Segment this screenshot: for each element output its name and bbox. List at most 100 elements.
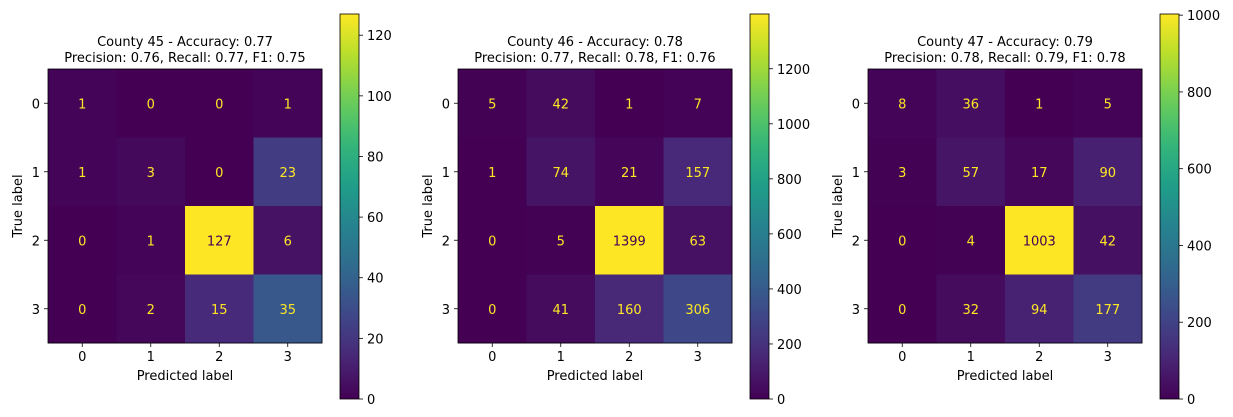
panel-1-ytick-label-3: 3 bbox=[442, 303, 450, 318]
panel-2-subtitle: Precision: 0.78, Recall: 0.79, F1: 0.78 bbox=[884, 51, 1125, 66]
panel-2-cell-3-2 bbox=[1005, 274, 1074, 344]
panel-2-xtick-label-0: 0 bbox=[898, 350, 906, 365]
panel-2-cell-3-3 bbox=[1073, 274, 1143, 344]
panel-1-cell-label-0-3: 7 bbox=[694, 97, 702, 112]
panel-1-cell-0-3 bbox=[663, 69, 733, 138]
panel-0-cell-1-2 bbox=[185, 137, 254, 207]
panel-2-cell-1-2 bbox=[1005, 137, 1074, 207]
panel-1-cell-label-1-2: 21 bbox=[621, 166, 638, 181]
panel-0-cell-3-2 bbox=[185, 274, 254, 344]
panel-0-cell-label-1-0: 1 bbox=[78, 166, 86, 181]
panel-1-cell-2-2 bbox=[595, 206, 664, 275]
panel-0-ytick-label-0: 0 bbox=[32, 97, 40, 112]
panel-0-cell-0-0 bbox=[48, 69, 117, 138]
panel-1-cell-2-0 bbox=[458, 206, 527, 275]
panel-1-cell-1-0 bbox=[458, 137, 527, 207]
panel-0-colorbar-tick-label-1: 20 bbox=[367, 332, 384, 347]
panel-1-ylabel: True label bbox=[421, 174, 436, 238]
panel-1-cell-3-2 bbox=[595, 274, 664, 344]
panel-0-cell-label-0-1: 0 bbox=[147, 97, 155, 112]
panel-2-colorbar-tick-label-2: 400 bbox=[1187, 239, 1212, 254]
panel-1-colorbar-tick-label-4: 800 bbox=[777, 173, 802, 188]
panel-1-ytick-label-1: 1 bbox=[442, 166, 450, 181]
panel-1-xtick-label-0: 0 bbox=[488, 350, 496, 365]
panel-1-cell-label-2-0: 0 bbox=[488, 234, 496, 249]
panel-1-ytick-label-2: 2 bbox=[442, 234, 450, 249]
panel-0-subtitle: Precision: 0.76, Recall: 0.77, F1: 0.75 bbox=[64, 51, 305, 66]
panel-1-cell-1-2 bbox=[595, 137, 664, 207]
panel-2-cell-0-0 bbox=[868, 69, 937, 138]
panel-1-cell-label-0-2: 1 bbox=[625, 97, 633, 112]
panel-0-ytick-label-1: 1 bbox=[32, 166, 40, 181]
panel-2-cell-label-2-2: 1003 bbox=[1023, 234, 1056, 249]
panel-2-cell-3-0 bbox=[868, 274, 937, 344]
panel-1-cell-label-3-0: 0 bbox=[488, 303, 496, 318]
panel-0-colorbar-tick-label-2: 40 bbox=[367, 272, 384, 287]
panel-0-cell-3-1 bbox=[116, 274, 186, 344]
panel-0-xtick-label-1: 1 bbox=[147, 350, 155, 365]
panel-2-cell-0-1 bbox=[936, 69, 1006, 138]
panel-0-cell-2-3 bbox=[253, 206, 323, 275]
panel-0-cell-2-1 bbox=[116, 206, 186, 275]
panel-1-colorbar-tick-label-6: 1200 bbox=[777, 63, 810, 78]
panel-2-cell-1-0 bbox=[868, 137, 937, 207]
panel-2-ytick-label-0: 0 bbox=[852, 97, 860, 112]
panel-2-xtick-label-3: 3 bbox=[1104, 350, 1112, 365]
panel-0-cell-label-3-1: 2 bbox=[147, 303, 155, 318]
panel-2-cell-0-3 bbox=[1073, 69, 1143, 138]
panel-0-cell-label-3-0: 0 bbox=[78, 303, 86, 318]
panel-2-cell-label-0-1: 36 bbox=[962, 97, 979, 112]
panel-0-cell-3-3 bbox=[253, 274, 323, 344]
panel-2-colorbar-tick-label-5: 1000 bbox=[1187, 9, 1220, 24]
panel-2-colorbar-tick-label-1: 200 bbox=[1187, 316, 1212, 331]
panel-0-cell-label-1-1: 3 bbox=[147, 166, 155, 181]
panel-0-ylabel: True label bbox=[11, 174, 26, 238]
panel-1-title: County 46 - Accuracy: 0.78 bbox=[507, 35, 683, 50]
panel-1-cell-label-0-0: 5 bbox=[488, 97, 496, 112]
panel-1-xtick-label-3: 3 bbox=[694, 350, 702, 365]
panel-1-cell-0-1 bbox=[526, 69, 596, 138]
panel-0-cell-3-0 bbox=[48, 274, 117, 344]
panel-1-cell-label-3-3: 306 bbox=[685, 303, 710, 318]
panel-1-colorbar-tick-label-3: 600 bbox=[777, 228, 802, 243]
panel-1-colorbar-tick-label-5: 1000 bbox=[777, 118, 810, 133]
panel-1-xtick-label-1: 1 bbox=[557, 350, 565, 365]
panel-2-cell-label-1-2: 17 bbox=[1031, 166, 1048, 181]
panel-1-cell-label-3-2: 160 bbox=[617, 303, 642, 318]
panel-0-cell-0-3 bbox=[253, 69, 323, 138]
panel-2-xlabel: Predicted label bbox=[957, 369, 1054, 384]
panel-0-cell-0-2 bbox=[185, 69, 254, 138]
panel-2-ytick-label-2: 2 bbox=[852, 234, 860, 249]
panel-2-cell-label-3-1: 32 bbox=[962, 303, 979, 318]
panel-0-title: County 45 - Accuracy: 0.77 bbox=[97, 35, 273, 50]
panel-0-colorbar-tick-label-6: 120 bbox=[367, 29, 392, 44]
panel-1-cell-label-2-3: 63 bbox=[689, 234, 706, 249]
panel-2-cell-label-3-2: 94 bbox=[1031, 303, 1048, 318]
panel-2-colorbar-tick-label-4: 800 bbox=[1187, 86, 1212, 101]
panel-2-cell-label-0-3: 5 bbox=[1104, 97, 1112, 112]
panel-2-cell-label-2-0: 0 bbox=[898, 234, 906, 249]
panel-0-cell-label-1-3: 23 bbox=[279, 166, 296, 181]
panel-2-frame bbox=[867, 68, 1143, 344]
panel-1-cell-label-2-2: 1399 bbox=[613, 234, 646, 249]
panel-2-xtick-label-2: 2 bbox=[1035, 350, 1043, 365]
panel-0-colorbar bbox=[339, 13, 360, 400]
panel-0-frame bbox=[47, 68, 323, 344]
panel-1-cell-label-1-3: 157 bbox=[685, 166, 710, 181]
panel-2-ylabel: True label bbox=[831, 174, 846, 238]
panel-1-xlabel: Predicted label bbox=[547, 369, 644, 384]
panel-0-cell-label-0-0: 1 bbox=[78, 97, 86, 112]
panel-0-cell-label-2-3: 6 bbox=[284, 234, 292, 249]
panel-1-cell-label-1-1: 74 bbox=[552, 166, 569, 181]
panel-2-xtick-label-1: 1 bbox=[967, 350, 975, 365]
panel-2-cell-label-2-3: 42 bbox=[1099, 234, 1116, 249]
panel-0-cell-2-0 bbox=[48, 206, 117, 275]
panel-1-cell-3-0 bbox=[458, 274, 527, 344]
panel-0-xlabel: Predicted label bbox=[137, 369, 234, 384]
panel-0-cell-label-0-3: 1 bbox=[284, 97, 292, 112]
panel-2-ytick-label-1: 1 bbox=[852, 166, 860, 181]
panel-1-colorbar bbox=[749, 13, 770, 400]
panel-2-cell-label-3-0: 0 bbox=[898, 303, 906, 318]
panel-2-cell-label-1-1: 57 bbox=[962, 166, 979, 181]
